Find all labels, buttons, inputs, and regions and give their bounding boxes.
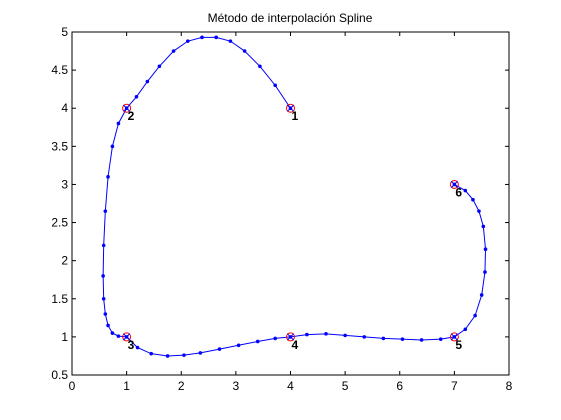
- spline-point: [381, 336, 386, 341]
- spline-point: [481, 224, 486, 229]
- spline-point: [214, 35, 219, 40]
- control-point-circle: [286, 103, 295, 113]
- spline-point: [101, 296, 106, 301]
- spline-point: [149, 351, 154, 356]
- spline-point: [305, 332, 309, 337]
- spline-point: [171, 49, 176, 53]
- spline-point: [103, 209, 108, 213]
- spline-point: [135, 345, 140, 350]
- spline-point: [419, 338, 424, 342]
- x-tick-label: 2: [178, 379, 185, 393]
- control-point-circle: [449, 332, 459, 342]
- control-point-1: 1: [286, 103, 299, 123]
- control-point-circle: [286, 332, 295, 342]
- control-point-cross: [286, 333, 295, 341]
- spline-point: [106, 175, 110, 179]
- spline-point: [145, 79, 150, 84]
- spline-point: [343, 333, 347, 338]
- y-tick-label: 3: [61, 177, 68, 191]
- spline-point: [255, 339, 260, 344]
- axes-ticks: 0 1 2 3 4 5 6 7 8 0.5 1 1.5 2 2.5 3 3.5 4 4.5 5: [51, 25, 512, 393]
- control-point-label: 1: [292, 109, 299, 123]
- x-tick-label: 4: [287, 379, 294, 393]
- control-point-circle: [122, 332, 132, 342]
- spline-point: [471, 197, 475, 202]
- y-tick-label: 3.5: [51, 139, 68, 153]
- spline-point: [473, 313, 477, 318]
- spline-point: [273, 336, 278, 341]
- control-point-cross: [286, 104, 295, 112]
- spline-point: [106, 323, 110, 328]
- spline-point: [258, 64, 262, 69]
- y-tick-label: 0.5: [51, 368, 68, 382]
- control-point-6: 6: [449, 179, 462, 199]
- plot-area: [71, 31, 510, 376]
- spline-point: [186, 39, 190, 43]
- spline-point: [165, 354, 170, 358]
- spline-point: [101, 274, 105, 278]
- y-tick-label: 4.5: [51, 63, 68, 77]
- spline-point: [134, 94, 139, 99]
- spline-point: [110, 331, 115, 335]
- spline-point: [273, 83, 278, 88]
- spline-point: [463, 188, 468, 193]
- control-point-cross: [123, 333, 131, 341]
- spline-point: [483, 247, 488, 252]
- spline-point: [463, 327, 468, 332]
- control-point-cross: [450, 333, 458, 341]
- control-point-cross: [450, 180, 458, 188]
- x-tick-label: 7: [451, 379, 458, 393]
- y-tick-label: 4: [61, 101, 68, 115]
- spline-point: [324, 332, 328, 336]
- spline-point: [200, 35, 204, 40]
- spline-point: [198, 351, 203, 355]
- spline-point: [228, 39, 233, 43]
- spline-point: [362, 335, 367, 339]
- x-tick-label: 3: [233, 379, 240, 393]
- control-point-circle: [449, 179, 459, 189]
- chart-title: Método de interpolación Spline: [208, 11, 373, 25]
- spline-point: [236, 343, 241, 348]
- spline-point: [101, 243, 106, 248]
- y-tick-label: 2.5: [51, 216, 68, 230]
- control-point-5: 5: [449, 332, 462, 352]
- control-point-label: 4: [292, 338, 299, 352]
- control-point-label: 2: [128, 109, 135, 123]
- spline-point: [110, 144, 115, 149]
- spline-point: [479, 293, 484, 297]
- control-point-label: 3: [128, 338, 135, 352]
- x-tick-label: 0: [69, 379, 76, 393]
- control-point-2: 2: [122, 103, 135, 123]
- spline-point: [157, 64, 162, 69]
- spline-point: [217, 347, 222, 351]
- spline-point: [242, 49, 247, 53]
- spline-point: [182, 353, 186, 357]
- y-tick-label: 2: [61, 254, 68, 268]
- spline-point: [116, 334, 121, 338]
- spline-point: [477, 209, 481, 213]
- control-point-3: 3: [122, 332, 135, 352]
- spline-point: [400, 337, 405, 341]
- x-tick-label: 8: [506, 379, 513, 393]
- spline-point: [116, 121, 121, 126]
- control-point-4: 4: [286, 332, 299, 352]
- control-point-circle: [122, 103, 132, 113]
- y-tick-label: 5: [61, 25, 68, 39]
- control-points: 1 2 3 4 5 6: [122, 103, 462, 352]
- spline-point: [438, 337, 443, 341]
- control-point-label: 5: [455, 338, 462, 352]
- control-point-cross: [123, 104, 131, 112]
- x-tick-label: 5: [342, 379, 349, 393]
- spline-point: [103, 312, 108, 316]
- y-tick-label: 1.5: [51, 292, 68, 306]
- x-tick-label: 6: [396, 379, 403, 393]
- spline-curve-line: [102, 36, 487, 357]
- x-tick-label: 1: [123, 379, 130, 393]
- y-tick-label: 1: [61, 330, 68, 344]
- control-point-label: 6: [455, 185, 462, 199]
- spline-point: [483, 270, 487, 274]
